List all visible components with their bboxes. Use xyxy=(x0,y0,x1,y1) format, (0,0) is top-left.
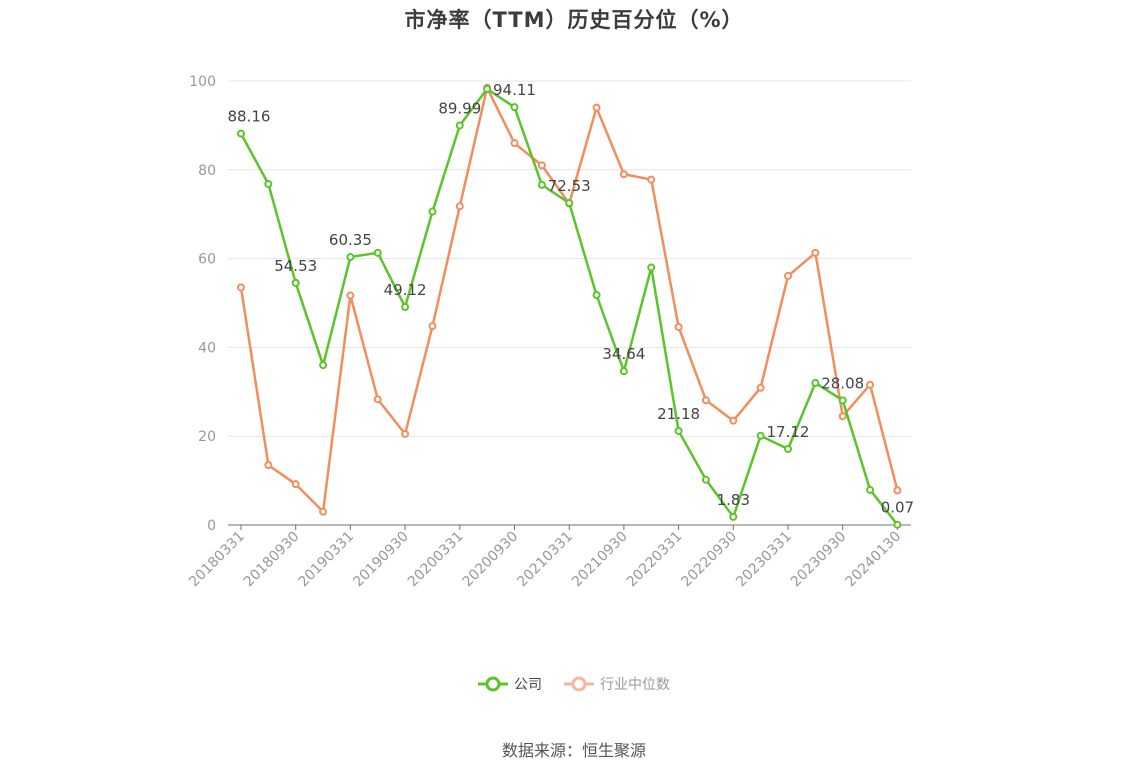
data-point-industry-median xyxy=(729,416,738,425)
data-point-industry-median xyxy=(619,170,628,179)
data-point-industry-median xyxy=(592,103,601,112)
data-point-industry-median xyxy=(291,480,300,489)
legend-item-company[interactable]: 公司 xyxy=(478,674,542,694)
x-tick-label: 20240130 xyxy=(843,529,905,591)
x-tick-label: 20210331 xyxy=(514,529,576,591)
x-tick-label: 20180331 xyxy=(186,529,248,591)
data-point-industry-median xyxy=(756,383,765,392)
legend-item-industry-median[interactable]: 行业中位数 xyxy=(564,674,670,694)
data-point-industry-median xyxy=(811,248,820,257)
grid-lines xyxy=(228,80,911,437)
data-point-company xyxy=(619,367,628,376)
data-point-company xyxy=(565,198,574,207)
x-tick-label: 20190331 xyxy=(296,529,358,591)
x-tick-label: 20220331 xyxy=(624,529,686,591)
data-point-company xyxy=(455,121,464,130)
data-label: 88.16 xyxy=(228,108,271,126)
data-label: 89.99 xyxy=(438,99,481,117)
data-point-company xyxy=(264,180,273,189)
data-label: 72.53 xyxy=(548,177,591,195)
series-line-company xyxy=(239,87,899,526)
data-label: 60.35 xyxy=(329,231,372,249)
data-point-industry-median xyxy=(264,461,273,470)
data-point-company xyxy=(647,263,656,272)
y-tick-label: 20 xyxy=(198,429,216,445)
x-tick-label: 20200930 xyxy=(460,529,522,591)
x-tick-label: 20200331 xyxy=(405,529,467,591)
data-point-company xyxy=(838,396,847,405)
data-label: 21.18 xyxy=(657,405,700,423)
data-point-company xyxy=(237,129,245,138)
data-point-company xyxy=(401,302,410,311)
y-tick-label: 40 xyxy=(198,340,216,356)
data-label: 1.83 xyxy=(717,491,750,509)
chart-title: 市净率（TTM）历史百分位（%） xyxy=(404,8,744,32)
y-tick-label: 80 xyxy=(198,163,216,179)
data-point-industry-median xyxy=(319,507,328,516)
y-tick-label: 100 xyxy=(189,74,216,90)
data-point-company xyxy=(510,103,519,112)
legend-company-icon xyxy=(478,676,508,692)
data-point-company xyxy=(428,207,437,216)
data-point-company xyxy=(592,291,601,300)
data-labels: 88.16 54.53 60.35 49.12 89.99 94.11 72.53 34.64… xyxy=(228,81,915,517)
data-point-industry-median xyxy=(237,283,245,292)
data-point-company xyxy=(373,248,382,257)
data-point-industry-median xyxy=(866,380,875,389)
data-point-company xyxy=(346,253,355,262)
data-label: 34.64 xyxy=(602,345,645,363)
data-point-industry-median xyxy=(674,322,683,331)
data-label: 17.12 xyxy=(767,423,810,441)
data-point-company xyxy=(291,278,300,287)
data-point-company xyxy=(537,180,546,189)
x-tick-label: 20230930 xyxy=(788,529,850,591)
legend-industry-label: 行业中位数 xyxy=(600,677,670,693)
data-point-company xyxy=(784,444,792,453)
data-point-industry-median xyxy=(647,175,656,184)
data-label: 28.08 xyxy=(821,374,864,392)
data-point-industry-median xyxy=(510,139,519,148)
data-point-company xyxy=(811,378,820,387)
data-label: 54.53 xyxy=(274,257,317,275)
data-point-company xyxy=(729,512,738,521)
data-point-company xyxy=(893,520,902,529)
x-tick-label: 20210930 xyxy=(569,529,631,591)
data-point-industry-median xyxy=(346,291,355,300)
x-tick-label: 20190930 xyxy=(350,529,412,591)
y-tick-label: 0 xyxy=(207,518,216,534)
data-point-company xyxy=(756,431,765,440)
data-point-industry-median xyxy=(401,429,410,438)
data-point-company xyxy=(319,361,328,370)
data-point-industry-median xyxy=(701,396,710,405)
data-point-company xyxy=(674,426,683,435)
y-axis-ticks: 0 20 40 60 80 100 xyxy=(189,74,216,534)
data-point-industry-median xyxy=(784,271,792,280)
x-axis: 2018033120180930201903312019093020200331… xyxy=(186,524,911,591)
data-label: 94.11 xyxy=(493,81,536,99)
data-point-company xyxy=(701,475,710,484)
data-point-industry-median xyxy=(455,202,464,211)
data-point-industry-median xyxy=(428,322,437,331)
x-tick-label: 20220930 xyxy=(678,529,740,591)
y-tick-label: 60 xyxy=(198,252,216,268)
data-label: 0.07 xyxy=(881,499,914,517)
legend-company-label: 公司 xyxy=(514,677,542,693)
data-point-industry-median xyxy=(537,161,546,170)
data-source: 数据来源：恒生聚源 xyxy=(501,741,646,760)
series-lines xyxy=(237,83,902,529)
legend: 公司 行业中位数 xyxy=(0,674,1148,694)
x-tick-label: 20180930 xyxy=(241,529,303,591)
data-point-industry-median xyxy=(373,395,382,404)
data-point-industry-median xyxy=(893,486,902,495)
x-tick-label: 20230331 xyxy=(733,529,795,591)
data-point-company xyxy=(483,84,492,93)
data-label: 49.12 xyxy=(384,281,427,299)
data-point-industry-median xyxy=(838,412,847,421)
legend-industry-icon xyxy=(564,676,594,692)
data-point-company xyxy=(866,485,875,494)
